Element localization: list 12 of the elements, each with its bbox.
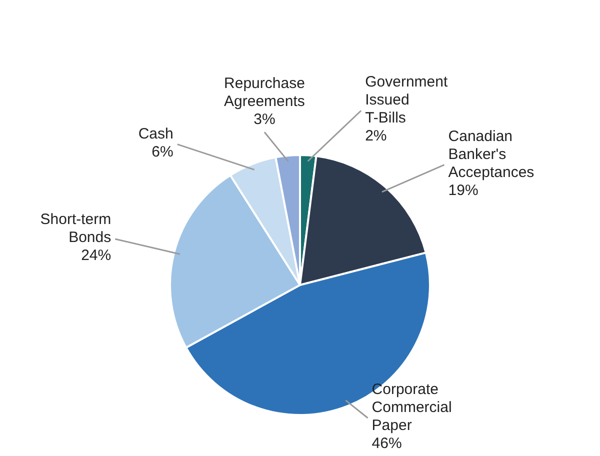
slice-label: Short-term Bonds: [40, 210, 112, 246]
slice-label: Corporate Commercial Paper: [372, 381, 452, 434]
data-label: 19%: [448, 182, 478, 199]
slice-label: Cash: [138, 125, 174, 142]
data-label: 24%: [81, 246, 112, 264]
slice-label: Government Issued T-Bills: [365, 74, 448, 127]
slice-label: Canadian Banker's Acceptances: [448, 128, 534, 181]
data-label: 46%: [372, 435, 402, 452]
data-label: 6%: [152, 143, 174, 160]
data-label: 2%: [365, 128, 387, 145]
slice-label: Repurchase Agreements: [224, 75, 305, 110]
data-label: 3%: [254, 111, 276, 128]
